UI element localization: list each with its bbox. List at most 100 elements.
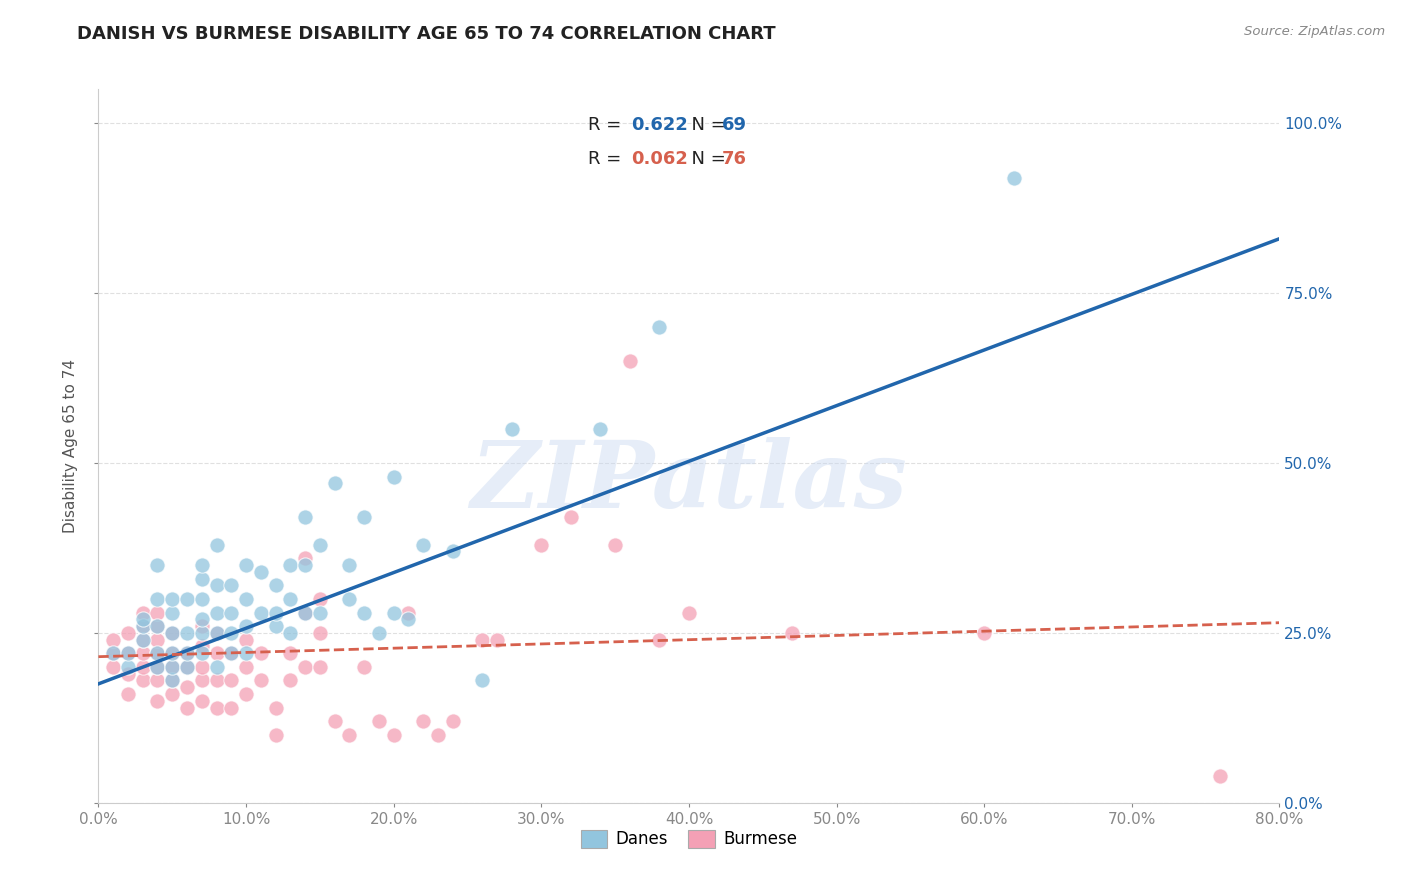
Point [264, 700, 287, 714]
Text: R =: R = [589, 116, 627, 134]
Point [176, 646, 198, 660]
Point [117, 687, 139, 701]
Point [339, 591, 361, 606]
Point [235, 687, 257, 701]
Point [162, 660, 183, 674]
Point [205, 660, 228, 674]
Point [294, 606, 316, 620]
Point [486, 632, 509, 647]
Point [382, 469, 405, 483]
Point [132, 606, 155, 620]
Point [782, 626, 804, 640]
Text: R =: R = [589, 151, 627, 169]
Point [205, 626, 228, 640]
Point [250, 673, 273, 688]
Point [191, 591, 214, 606]
Point [471, 673, 494, 688]
Point [221, 606, 243, 620]
Point [162, 606, 183, 620]
Point [280, 673, 302, 688]
Point [191, 619, 214, 633]
Legend: Danes, Burmese: Danes, Burmese [574, 823, 804, 855]
Point [176, 646, 198, 660]
Point [132, 632, 155, 647]
Point [146, 660, 169, 674]
Point [132, 646, 155, 660]
Point [264, 606, 287, 620]
Point [117, 660, 139, 674]
Point [1002, 170, 1025, 185]
Point [309, 537, 332, 551]
Point [619, 354, 641, 368]
Point [117, 646, 139, 660]
Point [530, 537, 553, 551]
Point [1209, 769, 1232, 783]
Point [162, 660, 183, 674]
Point [205, 646, 228, 660]
Point [117, 646, 139, 660]
Point [221, 646, 243, 660]
Point [191, 673, 214, 688]
Point [250, 646, 273, 660]
Text: ZIPatlas: ZIPatlas [471, 437, 907, 526]
Point [280, 626, 302, 640]
Point [605, 537, 627, 551]
Text: 0.622: 0.622 [631, 116, 688, 134]
Point [648, 632, 671, 647]
Point [146, 660, 169, 674]
Point [117, 666, 139, 681]
Point [441, 714, 464, 729]
Point [146, 619, 169, 633]
Point [648, 320, 671, 334]
Point [103, 632, 125, 647]
Point [146, 646, 169, 660]
Point [339, 558, 361, 572]
Point [339, 728, 361, 742]
Point [323, 476, 346, 491]
Point [294, 660, 316, 674]
Point [205, 700, 228, 714]
Point [280, 646, 302, 660]
Point [560, 510, 582, 524]
Point [146, 591, 169, 606]
Point [280, 558, 302, 572]
Point [382, 728, 405, 742]
Point [501, 422, 523, 436]
Point [146, 606, 169, 620]
Point [146, 619, 169, 633]
Point [973, 626, 995, 640]
Point [250, 606, 273, 620]
Point [176, 700, 198, 714]
Point [589, 422, 612, 436]
Point [471, 632, 494, 647]
Point [398, 612, 420, 626]
Point [132, 660, 155, 674]
Y-axis label: Disability Age 65 to 74: Disability Age 65 to 74 [63, 359, 79, 533]
Point [398, 606, 420, 620]
Text: N =: N = [681, 151, 731, 169]
Point [176, 591, 198, 606]
Point [353, 660, 375, 674]
Text: N =: N = [681, 116, 731, 134]
Point [191, 626, 214, 640]
Point [294, 510, 316, 524]
Point [221, 646, 243, 660]
Point [205, 537, 228, 551]
Point [235, 558, 257, 572]
Point [132, 673, 155, 688]
Point [412, 714, 434, 729]
Point [191, 694, 214, 708]
Point [176, 660, 198, 674]
Point [678, 606, 700, 620]
Point [176, 626, 198, 640]
Point [235, 646, 257, 660]
Point [221, 700, 243, 714]
Point [191, 612, 214, 626]
Point [235, 632, 257, 647]
Point [264, 619, 287, 633]
Point [235, 619, 257, 633]
Point [191, 572, 214, 586]
Text: 76: 76 [723, 151, 747, 169]
Point [162, 646, 183, 660]
Point [309, 591, 332, 606]
